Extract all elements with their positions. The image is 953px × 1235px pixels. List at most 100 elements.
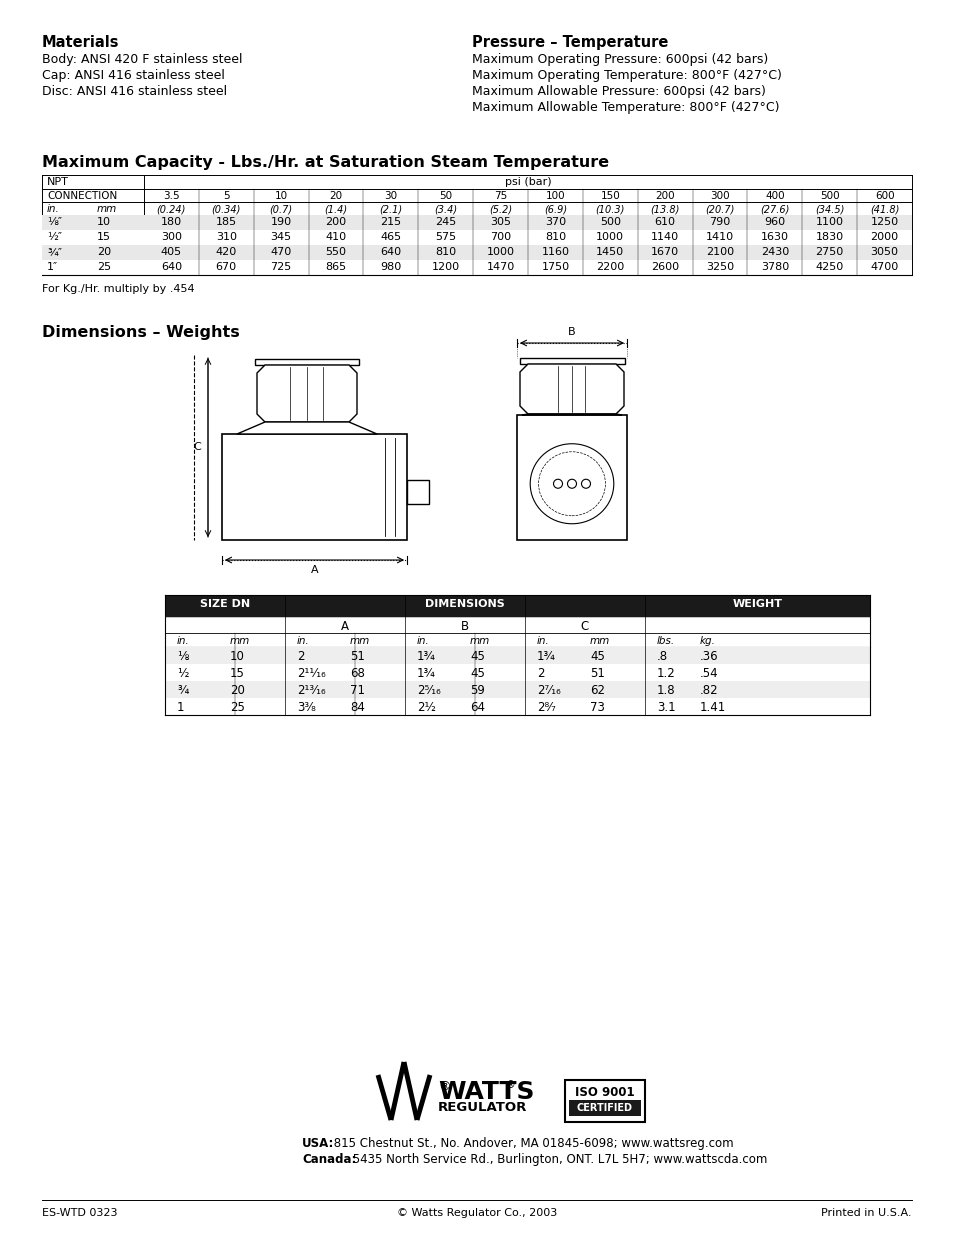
Text: 575: 575 xyxy=(435,232,456,242)
Text: ⅛″: ⅛″ xyxy=(47,217,62,227)
Text: Materials: Materials xyxy=(42,35,119,49)
Text: 500: 500 xyxy=(819,191,839,201)
Text: 215: 215 xyxy=(380,217,401,227)
Polygon shape xyxy=(256,366,356,422)
Text: in.: in. xyxy=(177,636,190,646)
Text: ISO 9001: ISO 9001 xyxy=(575,1086,634,1099)
Text: (6.9): (6.9) xyxy=(543,204,566,214)
Text: (1.4): (1.4) xyxy=(324,204,347,214)
Text: 725: 725 xyxy=(271,262,292,272)
Text: 1¾: 1¾ xyxy=(416,667,436,680)
Text: 200: 200 xyxy=(655,191,675,201)
Text: 4250: 4250 xyxy=(815,262,843,272)
Text: 1000: 1000 xyxy=(486,247,514,257)
Text: 20: 20 xyxy=(97,247,111,257)
Text: 2430: 2430 xyxy=(760,247,788,257)
Text: 3050: 3050 xyxy=(870,247,898,257)
Text: 300: 300 xyxy=(709,191,729,201)
Text: 2⁸⁄₇: 2⁸⁄₇ xyxy=(537,701,556,714)
Text: 1160: 1160 xyxy=(541,247,569,257)
Bar xyxy=(165,595,869,618)
Text: 1470: 1470 xyxy=(486,262,515,272)
Text: 2000: 2000 xyxy=(869,232,898,242)
Text: 185: 185 xyxy=(215,217,236,227)
Text: 1410: 1410 xyxy=(705,232,733,242)
Text: 30: 30 xyxy=(384,191,397,201)
Text: 10: 10 xyxy=(230,650,245,663)
Text: 20: 20 xyxy=(329,191,342,201)
Text: 305: 305 xyxy=(490,217,511,227)
Text: lbs.: lbs. xyxy=(657,636,675,646)
Text: 550: 550 xyxy=(325,247,346,257)
Text: Dimensions – Weights: Dimensions – Weights xyxy=(42,325,239,340)
Text: 1: 1 xyxy=(177,701,184,714)
Text: 2½: 2½ xyxy=(416,701,436,714)
Text: kg.: kg. xyxy=(700,636,715,646)
Text: 400: 400 xyxy=(764,191,784,201)
Text: .54: .54 xyxy=(700,667,718,680)
Text: (34.5): (34.5) xyxy=(814,204,843,214)
Text: 410: 410 xyxy=(325,232,346,242)
Text: Maximum Allowable Temperature: 800°F (427°C): Maximum Allowable Temperature: 800°F (42… xyxy=(472,101,779,114)
Text: 200: 200 xyxy=(325,217,346,227)
Bar xyxy=(568,1100,640,1116)
Text: 59: 59 xyxy=(470,684,484,697)
Text: 2100: 2100 xyxy=(705,247,733,257)
Text: Maximum Operating Pressure: 600psi (42 bars): Maximum Operating Pressure: 600psi (42 b… xyxy=(472,53,767,65)
Text: 15: 15 xyxy=(97,232,111,242)
Text: 64: 64 xyxy=(470,701,484,714)
Text: (0.34): (0.34) xyxy=(212,204,241,214)
Text: 180: 180 xyxy=(161,217,182,227)
Text: C: C xyxy=(580,620,589,634)
Text: 1670: 1670 xyxy=(650,247,679,257)
Text: 1″: 1″ xyxy=(47,262,58,272)
Bar xyxy=(165,664,869,680)
Text: 370: 370 xyxy=(544,217,565,227)
Text: .36: .36 xyxy=(700,650,718,663)
Text: 51: 51 xyxy=(589,667,604,680)
Text: 1.2: 1.2 xyxy=(657,667,675,680)
Text: 10: 10 xyxy=(97,217,111,227)
Text: 1250: 1250 xyxy=(869,217,898,227)
Text: Canada:: Canada: xyxy=(302,1153,356,1166)
Text: 25: 25 xyxy=(230,701,245,714)
Text: ¾″: ¾″ xyxy=(47,247,62,257)
Text: 815 Chestnut St., No. Andover, MA 01845-6098; www.wattsreg.com: 815 Chestnut St., No. Andover, MA 01845-… xyxy=(330,1137,733,1150)
Text: 600: 600 xyxy=(874,191,894,201)
Text: (3.4): (3.4) xyxy=(434,204,456,214)
Text: ⅛: ⅛ xyxy=(177,650,188,663)
Text: 15: 15 xyxy=(230,667,245,680)
Text: 190: 190 xyxy=(271,217,292,227)
Text: 150: 150 xyxy=(599,191,619,201)
Text: 810: 810 xyxy=(544,232,565,242)
Text: 465: 465 xyxy=(380,232,401,242)
Text: Maximum Operating Temperature: 800°F (427°C): Maximum Operating Temperature: 800°F (42… xyxy=(472,69,781,82)
Text: Cap: ANSI 416 stainless steel: Cap: ANSI 416 stainless steel xyxy=(42,69,225,82)
Text: in.: in. xyxy=(416,636,429,646)
Text: Maximum Capacity - Lbs./Hr. at Saturation Steam Temperature: Maximum Capacity - Lbs./Hr. at Saturatio… xyxy=(42,156,608,170)
Bar xyxy=(254,359,358,366)
Text: 1140: 1140 xyxy=(650,232,679,242)
Text: 470: 470 xyxy=(271,247,292,257)
Text: 2¹¹⁄₁₆: 2¹¹⁄₁₆ xyxy=(296,667,325,680)
Text: 45: 45 xyxy=(589,650,604,663)
Text: 1000: 1000 xyxy=(596,232,623,242)
Text: in.: in. xyxy=(537,636,549,646)
Text: WEIGHT: WEIGHT xyxy=(732,599,781,609)
Text: NPT: NPT xyxy=(47,177,69,186)
Text: 810: 810 xyxy=(435,247,456,257)
Text: 2⁷⁄₁₆: 2⁷⁄₁₆ xyxy=(537,684,560,697)
Ellipse shape xyxy=(530,443,613,524)
Text: .8: .8 xyxy=(657,650,667,663)
Bar xyxy=(42,230,911,245)
Text: 51: 51 xyxy=(350,650,364,663)
Text: 50: 50 xyxy=(438,191,452,201)
Text: ®: ® xyxy=(505,1079,516,1091)
Bar xyxy=(517,415,626,540)
Text: psi (bar): psi (bar) xyxy=(504,177,551,186)
Text: 73: 73 xyxy=(589,701,604,714)
Text: 1750: 1750 xyxy=(540,262,569,272)
Text: 2¹³⁄₁₆: 2¹³⁄₁₆ xyxy=(296,684,325,697)
Text: 3780: 3780 xyxy=(760,262,788,272)
Text: 25: 25 xyxy=(97,262,111,272)
